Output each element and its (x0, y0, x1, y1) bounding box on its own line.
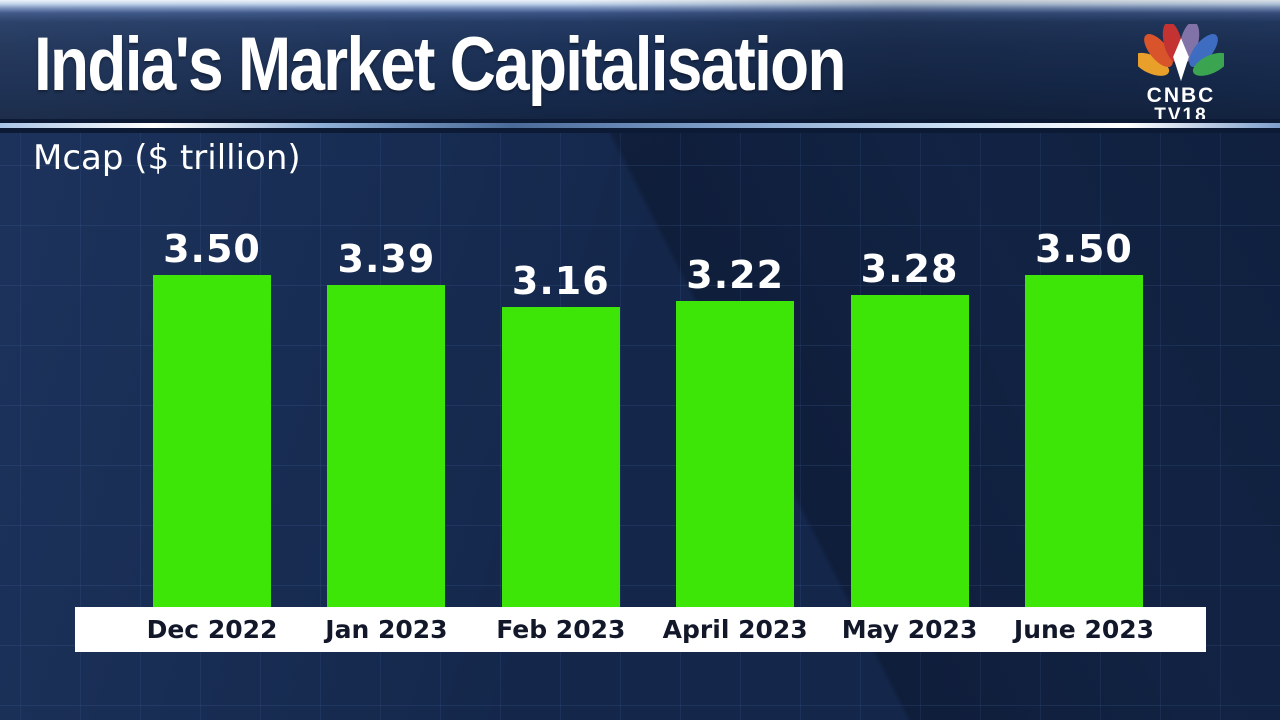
x-axis-label-strip: Dec 2022 Jan 2023 Feb 2023 April 2023 Ma… (75, 607, 1206, 652)
header-band: India's Market Capitalisation CNBC TV18 (0, 0, 1280, 125)
bar-value-label: 3.50 (163, 226, 261, 271)
logo-text-cnbc: CNBC (1146, 84, 1216, 107)
x-axis-label: Jan 2023 (325, 615, 448, 644)
x-axis-label: May 2023 (841, 615, 978, 644)
peacock-icon (1138, 24, 1224, 82)
bar-chart: 3.50 3.39 3.16 3.22 3.28 3.50 (153, 133, 1143, 607)
bar-may-2023 (850, 295, 969, 607)
x-axis-label: Dec 2022 (146, 615, 278, 644)
page-title: India's Market Capitalisation (34, 22, 846, 107)
bar-value-label: 3.50 (1035, 226, 1133, 271)
bar-column-dec-2022: 3.50 (153, 133, 271, 607)
bar-dec-2022 (153, 274, 271, 607)
bar-value-label: 3.22 (686, 253, 785, 298)
bar-column-jan-2023: 3.39 (327, 133, 446, 607)
x-axis-row: Dec 2022 Jan 2023 Feb 2023 April 2023 Ma… (146, 607, 1155, 652)
bar-jan-2023 (327, 284, 446, 607)
bar-value-label: 3.16 (511, 258, 610, 303)
bar-value-label: 3.28 (860, 247, 959, 292)
bar-column-feb-2023: 3.16 (501, 133, 620, 607)
bar-feb-2023 (501, 306, 620, 607)
bar-value-label: 3.39 (337, 236, 436, 281)
bar-april-2023 (676, 301, 795, 607)
x-axis-label: Feb 2023 (496, 615, 626, 644)
bar-column-april-2023: 3.22 (676, 133, 795, 607)
bar-column-june-2023: 3.50 (1024, 133, 1143, 607)
header-divider (0, 119, 1280, 133)
x-axis-label: June 2023 (1013, 615, 1155, 644)
cnbc-tv18-logo: CNBC TV18 (1126, 24, 1236, 126)
chart-unit-label: Mcap ($ trillion) (33, 138, 301, 178)
x-axis-label: April 2023 (662, 615, 808, 644)
bar-june-2023 (1024, 274, 1143, 607)
bar-column-may-2023: 3.28 (850, 133, 969, 607)
